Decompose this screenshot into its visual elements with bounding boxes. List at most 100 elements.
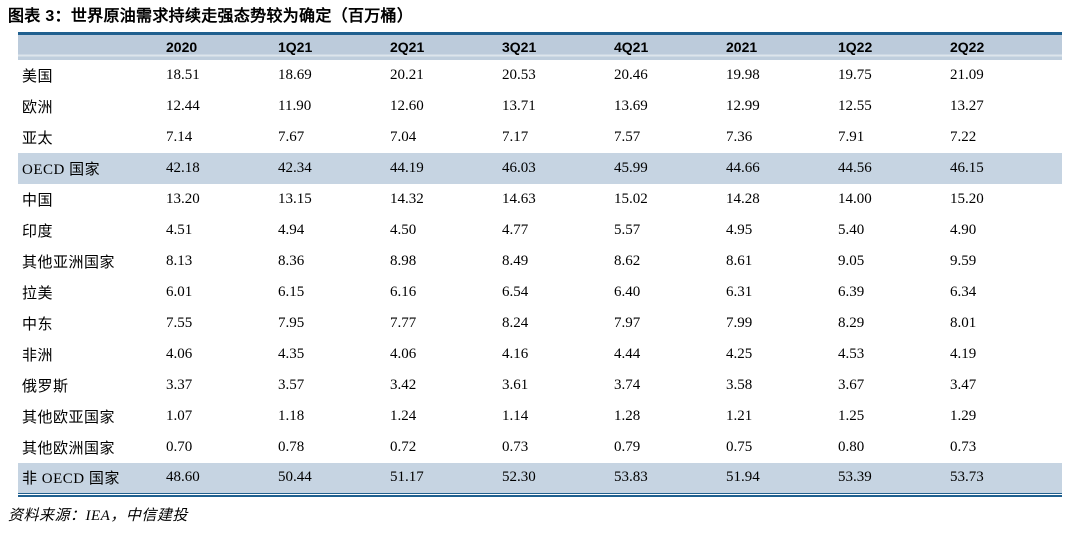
table-row: 亚太 7.14 7.67 7.04 7.17 7.57 7.36 7.91 7.22	[18, 122, 1062, 153]
cell-value: 53.83	[614, 462, 726, 494]
table-row: 非洲 4.06 4.35 4.06 4.16 4.44 4.25 4.53 4.19	[18, 339, 1062, 370]
table-body: 美国 18.51 18.69 20.21 20.53 20.46 19.98 19.75 21.…	[18, 60, 1062, 494]
row-label: 非洲	[22, 347, 54, 364]
cell-value: 42.34	[278, 152, 390, 184]
table-row: 其他欧洲国家 0.70 0.78 0.72 0.73 0.79 0.75 0.80 0.73	[18, 432, 1062, 463]
column-header-1Q21: 1Q21	[278, 33, 390, 60]
cell-value: 1.21	[726, 407, 753, 424]
oil-demand-table: 2020 1Q21 2Q21 3Q21 4Q21 2021 1Q22 2Q22 美国 18.51…	[18, 32, 1062, 494]
cell-value: 4.06	[390, 345, 417, 362]
column-header-2021: 2021	[726, 33, 838, 60]
cell-value: 12.44	[166, 97, 200, 114]
row-label: 拉美	[22, 285, 54, 302]
cell-value: 3.47	[950, 376, 977, 393]
cell-value: 6.34	[950, 283, 977, 300]
cell-value: 5.57	[614, 221, 641, 238]
row-label: 中国	[22, 192, 54, 209]
cell-value: 4.90	[950, 221, 977, 238]
column-header-2Q22: 2Q22	[950, 33, 1062, 60]
table-row: 印度 4.51 4.94 4.50 4.77 5.57 4.95 5.40 4.90	[18, 215, 1062, 246]
corner-cell	[18, 33, 166, 60]
column-header-1Q22: 1Q22	[838, 33, 950, 60]
cell-value: 44.66	[726, 152, 838, 184]
column-header-3Q21: 3Q21	[502, 33, 614, 60]
table-row: 其他亚洲国家 8.13 8.36 8.98 8.49 8.62 8.61 9.05 9.59	[18, 246, 1062, 277]
cell-value: 1.25	[838, 407, 865, 424]
cell-value: 18.69	[278, 66, 312, 83]
cell-value: 42.18	[166, 152, 278, 184]
cell-value: 8.13	[166, 252, 193, 269]
cell-value: 20.46	[614, 66, 648, 83]
cell-value: 7.95	[278, 314, 305, 331]
cell-value: 1.07	[166, 407, 193, 424]
cell-value: 4.19	[950, 345, 977, 362]
cell-value: 51.17	[390, 462, 502, 494]
row-label: 印度	[22, 223, 54, 240]
cell-value: 7.67	[278, 128, 305, 145]
cell-value: 3.61	[502, 376, 529, 393]
cell-value: 4.50	[390, 221, 417, 238]
table-container: 2020 1Q21 2Q21 3Q21 4Q21 2021 1Q22 2Q22 美国 18.51…	[18, 32, 1062, 497]
cell-value: 3.67	[838, 376, 865, 393]
cell-value: 7.77	[390, 314, 417, 331]
cell-value: 50.44	[278, 462, 390, 494]
cell-value: 4.35	[278, 345, 305, 362]
cell-value: 13.20	[166, 190, 200, 207]
row-label: 其他亚洲国家	[22, 254, 116, 271]
cell-value: 19.75	[838, 66, 872, 83]
cell-value: 12.60	[390, 97, 424, 114]
cell-value: 4.25	[726, 345, 753, 362]
cell-value: 0.78	[278, 438, 305, 455]
cell-value: 13.69	[614, 97, 648, 114]
cell-value: 0.73	[950, 438, 977, 455]
cell-value: 7.57	[614, 128, 641, 145]
cell-value: 4.77	[502, 221, 529, 238]
cell-value: 8.62	[614, 252, 641, 269]
cell-value: 4.94	[278, 221, 305, 238]
cell-value: 3.58	[726, 376, 753, 393]
cell-value: 1.29	[950, 407, 977, 424]
column-header-4Q21: 4Q21	[614, 33, 726, 60]
cell-value: 7.99	[726, 314, 753, 331]
cell-value: 46.03	[502, 152, 614, 184]
table-head: 2020 1Q21 2Q21 3Q21 4Q21 2021 1Q22 2Q22	[18, 33, 1062, 60]
figure-title: 图表 3：世界原油需求持续走强态势较为确定（百万桶）	[8, 8, 414, 25]
cell-value: 53.39	[838, 462, 950, 494]
cell-value: 14.28	[726, 190, 760, 207]
cell-value: 1.14	[502, 407, 529, 424]
cell-value: 1.24	[390, 407, 417, 424]
cell-value: 6.54	[502, 283, 529, 300]
cell-value: 11.90	[278, 97, 312, 114]
cell-value: 7.14	[166, 128, 193, 145]
cell-value: 48.60	[166, 462, 278, 494]
cell-value: 1.28	[614, 407, 641, 424]
cell-value: 4.51	[166, 221, 193, 238]
cell-value: 4.44	[614, 345, 641, 362]
cell-value: 46.15	[950, 152, 1062, 184]
cell-value: 8.01	[950, 314, 977, 331]
cell-value: 6.39	[838, 283, 865, 300]
cell-value: 7.97	[614, 314, 641, 331]
cell-value: 12.99	[726, 97, 760, 114]
cell-value: 6.31	[726, 283, 753, 300]
cell-value: 20.53	[502, 66, 536, 83]
cell-value: 0.80	[838, 438, 865, 455]
cell-value: 7.17	[502, 128, 529, 145]
cell-value: 51.94	[726, 462, 838, 494]
cell-value: 6.16	[390, 283, 417, 300]
column-header-2Q21: 2Q21	[390, 33, 502, 60]
cell-value: 13.71	[502, 97, 536, 114]
cell-value: 3.57	[278, 376, 305, 393]
cell-value: 4.95	[726, 221, 753, 238]
table-row: 中东 7.55 7.95 7.77 8.24 7.97 7.99 8.29 8.01	[18, 308, 1062, 339]
table-row: 非 OECD 国家 48.60 50.44 51.17 52.30 53.83 51.94 5…	[18, 462, 1062, 494]
cell-value: 4.53	[838, 345, 865, 362]
table-row: 美国 18.51 18.69 20.21 20.53 20.46 19.98 19.75 21.…	[18, 60, 1062, 91]
cell-value: 0.75	[726, 438, 753, 455]
cell-value: 19.98	[726, 66, 760, 83]
cell-value: 18.51	[166, 66, 200, 83]
cell-value: 6.01	[166, 283, 193, 300]
cell-value: 8.24	[502, 314, 529, 331]
cell-value: 6.40	[614, 283, 641, 300]
